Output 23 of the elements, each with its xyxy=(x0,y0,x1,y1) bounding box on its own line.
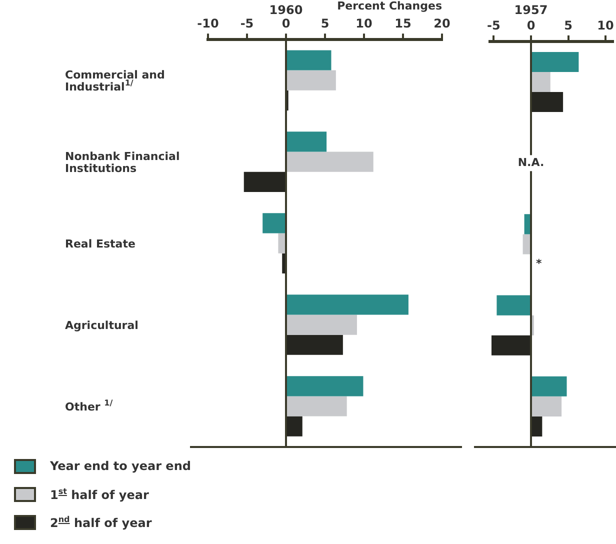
x-tick-label: 10 xyxy=(356,16,372,31)
x-tick-label: -10 xyxy=(197,16,219,31)
chart-title: 1960 xyxy=(269,3,303,17)
x-tick-label: 15 xyxy=(394,16,412,31)
chart-title: 1957 xyxy=(514,3,548,17)
x-tick-label: 20 xyxy=(434,16,450,31)
x-tick-label: 0 xyxy=(282,16,290,31)
x-tick-label: 10 xyxy=(597,18,614,32)
legend-label: 1$^{st}$ half of year xyxy=(50,486,149,502)
x-tick-label: 5 xyxy=(564,18,572,32)
y-tick-label: Real Estate xyxy=(65,237,136,250)
y-tick-label: Agricultural xyxy=(65,318,138,332)
legend-label: Year end to year end xyxy=(50,459,191,473)
x-tick-label: -5 xyxy=(240,16,254,31)
legend-label: 2$^{nd}$ half of year xyxy=(50,514,152,530)
x-tick-label: 0 xyxy=(526,18,536,32)
x-axis-title: Percent Changes xyxy=(337,0,442,12)
y-tick-label: Other 1/ xyxy=(65,398,113,414)
annotation: N.A. xyxy=(518,156,544,169)
annotation: * xyxy=(536,257,542,270)
x-tick-label: -5 xyxy=(487,18,500,32)
x-tick-label: 5 xyxy=(320,16,330,31)
y-tick-label: Nonbank Financial Institutions xyxy=(65,150,180,175)
